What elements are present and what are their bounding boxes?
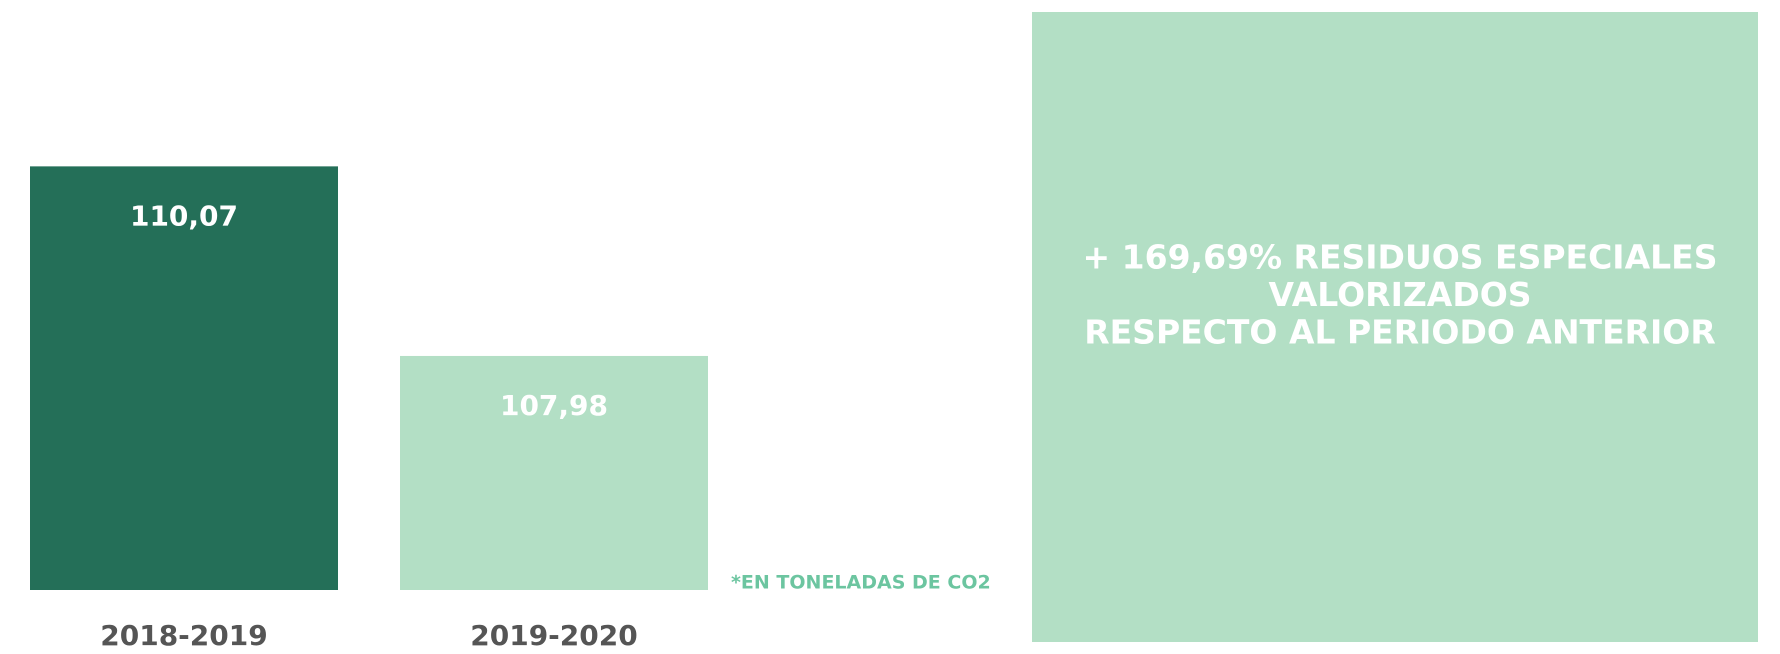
value-label: 107,98 xyxy=(500,389,608,422)
bar xyxy=(400,355,708,590)
value-label: 110,07 xyxy=(130,199,238,232)
x-tick-label: 2019-2020 xyxy=(470,619,637,652)
callout-box xyxy=(1032,12,1758,642)
callout-text: RESPECTO AL PERIODO ANTERIOR xyxy=(1084,313,1716,352)
bar xyxy=(30,166,338,590)
x-tick-label: 2018-2019 xyxy=(100,619,267,652)
callout-text: VALORIZADOS xyxy=(1268,275,1531,314)
callout-text: + 169,69% RESIDUOS ESPECIALES xyxy=(1083,238,1718,277)
note: *EN TONELADAS DE CO2 xyxy=(731,572,991,594)
